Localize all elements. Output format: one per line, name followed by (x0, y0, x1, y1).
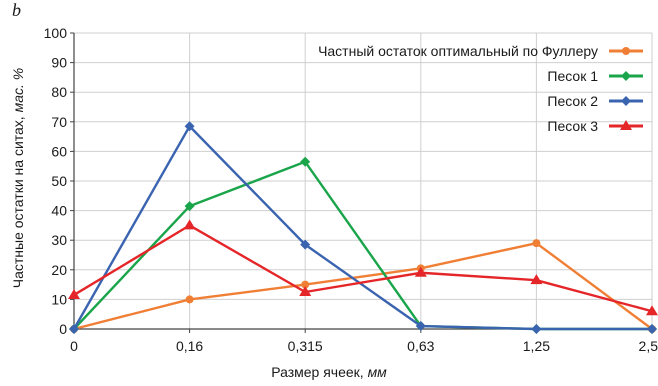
x-tick-label: 2,5 (639, 338, 658, 354)
data-point (184, 121, 195, 132)
y-tick-label: 30 (51, 232, 67, 248)
data-point (183, 219, 196, 230)
legend-item: Песок 3 (318, 113, 644, 138)
y-tick-label: 60 (51, 143, 67, 159)
legend-item: Песок 2 (318, 88, 644, 113)
x-tick-label: 0,16 (176, 338, 203, 354)
data-point (185, 295, 194, 304)
legend-marker (622, 46, 630, 55)
legend-marker (621, 70, 631, 81)
y-tick-label: 90 (51, 55, 67, 71)
series-line (72, 125, 652, 331)
data-point (414, 266, 427, 277)
legend-label: Песок 1 (547, 67, 598, 84)
y-tick-label: 20 (51, 262, 67, 278)
legend-label: Частный остаток оптимальный по Фуллеру (318, 42, 598, 59)
legend-item: Песок 1 (318, 63, 644, 88)
data-point (531, 324, 542, 334)
data-point (68, 288, 80, 299)
data-point (300, 156, 311, 167)
series-line (73, 241, 653, 331)
y-tick-label: 0 (59, 321, 67, 337)
y-tick-label: 50 (51, 173, 67, 189)
y-axis-label-text: Частные остатки на ситах, (10, 116, 26, 289)
x-axis-unit: мм (367, 364, 387, 380)
y-tick-label: 70 (51, 114, 67, 130)
data-point (647, 324, 657, 334)
legend: Частный остаток оптимальный по Фуллеру П… (318, 38, 644, 138)
y-tick-label: 40 (51, 203, 67, 219)
series-line (73, 224, 653, 313)
data-point (69, 324, 79, 334)
data-point (415, 321, 426, 332)
data-point (301, 280, 310, 289)
y-axis-unit: мас. % (10, 67, 26, 113)
legend-marker (621, 95, 631, 106)
y-tick-label: 10 (51, 291, 67, 307)
x-tick-label: 0,63 (407, 338, 434, 354)
legend-marker (620, 119, 632, 130)
data-point (530, 274, 543, 285)
legend-label: Песок 3 (547, 117, 598, 134)
x-axis-label: Размер ячеек, мм (0, 364, 658, 380)
legend-swatch (609, 70, 643, 81)
legend-label: Песок 2 (547, 92, 598, 109)
x-tick-label: 0 (70, 338, 78, 354)
y-tick-label: 80 (51, 84, 67, 100)
y-tick-label: 100 (44, 25, 68, 41)
x-tick-label: 0,315 (288, 338, 323, 354)
x-axis-label-text: Размер ячеек, (271, 364, 364, 380)
panel-letter: b (12, 0, 21, 20)
legend-swatch (609, 119, 643, 130)
legend-swatch (609, 95, 643, 106)
legend-item: Частный остаток оптимальный по Фуллеру (318, 38, 644, 63)
data-point (299, 286, 312, 296)
legend-swatch (609, 46, 643, 55)
data-point (184, 201, 195, 212)
data-point (300, 239, 311, 250)
y-axis-label: Частные остатки на ситах, мас. % (10, 38, 26, 318)
data-point (646, 305, 658, 316)
x-tick-label: 1,25 (523, 338, 550, 354)
data-point (532, 239, 541, 248)
